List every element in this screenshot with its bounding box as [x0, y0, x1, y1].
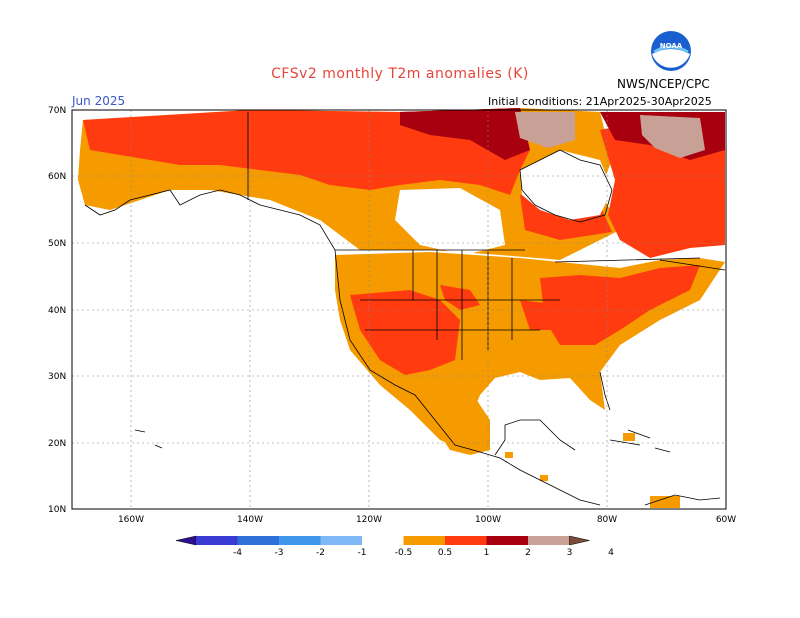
colorbar-segment	[196, 536, 238, 545]
forecast-month: Jun 2025	[72, 94, 126, 108]
colorbar-label: 3	[567, 548, 573, 558]
colorbar-label: -3	[275, 548, 284, 558]
colorbar-segment	[528, 536, 570, 545]
colorbar-arrow-right	[569, 535, 590, 546]
colorbar-segment	[362, 536, 404, 545]
lat-label: 50N	[48, 239, 66, 249]
lon-label: 120W	[356, 515, 382, 525]
colorbar-label: 2	[525, 548, 531, 558]
colorbar-label: -2	[316, 548, 325, 558]
colorbar: -4 -3 -2 -1 -0.5 0.5 1 2 3 4	[175, 535, 614, 558]
longitude-labels: 160W 140W 120W 100W 80W 60W	[118, 515, 736, 525]
lat-label: 20N	[48, 439, 66, 449]
colorbar-segment	[237, 536, 279, 545]
lon-label: 160W	[118, 515, 144, 525]
lat-label: 40N	[48, 306, 66, 316]
colorbar-label: -0.5	[395, 548, 413, 558]
lat-label: 60N	[48, 172, 66, 182]
svg-text:NOAA: NOAA	[660, 42, 683, 50]
colorbar-segment	[486, 536, 528, 545]
noaa-logo: NOAA	[651, 31, 691, 71]
map-title: CFSv2 monthly T2m anomalies (K)	[271, 66, 529, 82]
lon-label: 100W	[475, 515, 501, 525]
colorbar-label: -4	[233, 548, 242, 558]
lat-label: 70N	[48, 106, 66, 116]
map-frame	[71, 109, 727, 510]
latitude-labels: 70N 60N 50N 40N 30N 20N 10N	[48, 106, 66, 515]
lon-label: 140W	[237, 515, 263, 525]
colorbar-segment	[320, 536, 362, 545]
agency-label: NWS/NCEP/CPC	[617, 77, 710, 91]
colorbar-label: 1	[484, 548, 490, 558]
coastlines	[84, 112, 726, 506]
lon-label: 60W	[716, 515, 736, 525]
lat-label: 10N	[48, 505, 66, 515]
colorbar-segment	[279, 536, 321, 545]
lon-label: 80W	[597, 515, 617, 525]
colorbar-segment	[445, 536, 487, 545]
gridlines	[72, 110, 726, 509]
anomaly-fields	[78, 108, 725, 508]
initial-conditions: Initial conditions: 21Apr2025-30Apr2025	[488, 95, 712, 108]
colorbar-label: 4	[608, 548, 614, 558]
colorbar-segment	[403, 536, 445, 545]
colorbar-arrow-left	[175, 535, 197, 546]
colorbar-label: 0.5	[438, 548, 452, 558]
colorbar-label: -1	[358, 548, 367, 558]
lat-label: 30N	[48, 372, 66, 382]
